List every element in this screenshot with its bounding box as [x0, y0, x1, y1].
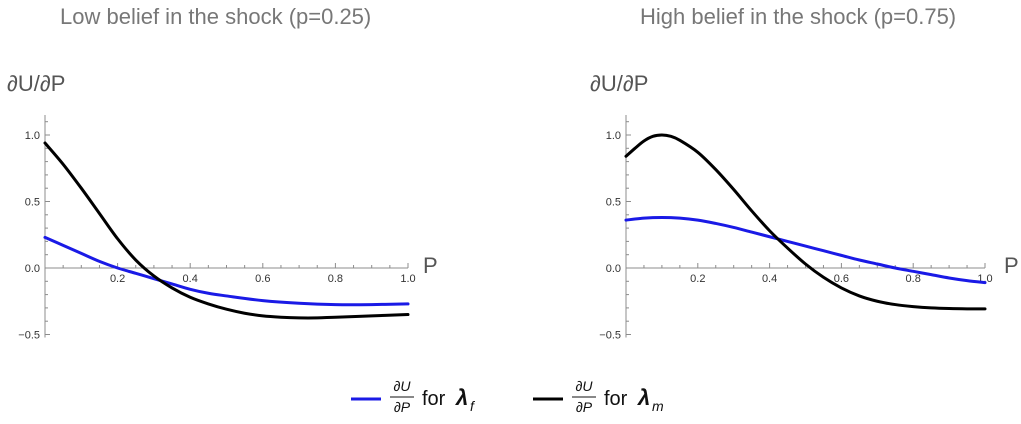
- legend-lambda: λ: [637, 385, 650, 410]
- series-line-lambda-f: [43, 235, 410, 307]
- x-tick-label: 0.6: [255, 273, 270, 285]
- panel-high-belief: High belief in the shock (p=0.75) ∂U/∂P P 1…: [590, 4, 1019, 342]
- legend-subscript: m: [652, 398, 664, 414]
- y-axis-label: ∂U/∂P: [590, 71, 648, 96]
- legend-word: for: [422, 388, 446, 410]
- legend-subscript: f: [470, 398, 476, 414]
- y-tick-label: −0.5: [18, 330, 40, 342]
- legend-fraction-denominator: ∂P: [394, 399, 411, 415]
- x-tick-label: 1.0: [400, 273, 415, 285]
- legend-fraction-numerator: ∂U: [575, 378, 593, 394]
- x-axis-label: P: [1004, 253, 1019, 278]
- y-tick-label: −0.5: [599, 330, 621, 342]
- legend: ∂U∂P for λ f∂U∂P for λ m: [351, 378, 664, 415]
- x-axis-label: P: [423, 253, 438, 278]
- y-tick-label: 0.0: [25, 263, 40, 275]
- legend-lambda: λ: [455, 385, 468, 410]
- x-tick-label: 0.6: [834, 273, 849, 285]
- y-tick-label: 1.0: [25, 130, 40, 142]
- series-line-lambda-m: [624, 133, 987, 311]
- panel-low-belief: Low belief in the shock (p=0.25) ∂U/∂P P 1.…: [7, 4, 438, 342]
- chart-title: Low belief in the shock (p=0.25): [60, 4, 371, 29]
- legend-word: for: [604, 388, 628, 410]
- y-tick-label: 1.0: [606, 130, 621, 142]
- chart-title: High belief in the shock (p=0.75): [640, 4, 956, 29]
- series-line-lambda-f: [624, 215, 987, 285]
- x-tick-label: 0.8: [906, 273, 921, 285]
- y-axis-label: ∂U/∂P: [7, 71, 65, 96]
- y-tick-label: 0.0: [606, 263, 621, 275]
- legend-fraction-numerator: ∂U: [393, 378, 411, 394]
- legend-fraction-denominator: ∂P: [576, 399, 593, 415]
- y-tick-label: 0.5: [25, 197, 40, 209]
- x-tick-label: 0.8: [328, 273, 343, 285]
- x-tick-label: 0.2: [690, 273, 705, 285]
- x-tick-label: 0.2: [110, 273, 125, 285]
- y-tick-label: 0.5: [606, 197, 621, 209]
- x-tick-label: 0.4: [762, 273, 777, 285]
- x-tick-label: 0.4: [183, 273, 198, 285]
- series-line-lambda-m: [43, 141, 410, 320]
